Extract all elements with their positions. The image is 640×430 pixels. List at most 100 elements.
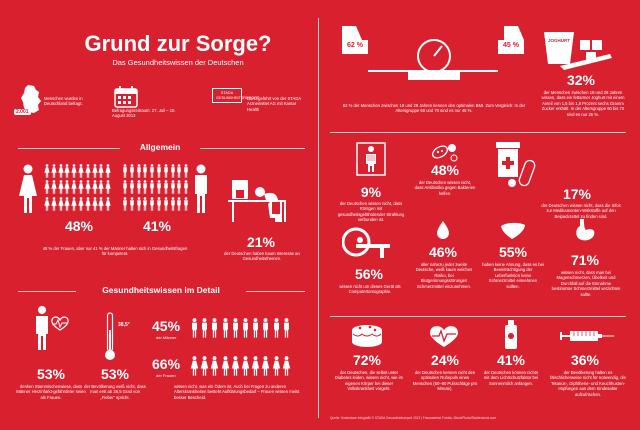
- woman-pictogram-icon: [211, 356, 219, 376]
- woman-pictogram-icon: [262, 356, 270, 376]
- xray-text: der Deutschen wissen nicht, dass Röntgen…: [337, 201, 405, 223]
- yoghurt-text: der Menschen zwischen 18 und 29 Jahren w…: [541, 90, 625, 117]
- men-45-pct: 45%: [152, 318, 181, 334]
- woman-pictogram-icon: [85, 196, 91, 211]
- bacteria-text: der Deutschen wissen nicht, dass Antibio…: [414, 180, 476, 196]
- desk-text: der Deutschen haben kaum Interesse an Ge…: [224, 251, 300, 262]
- yoghurt-icon: [544, 32, 612, 70]
- pill-box-icon: [496, 142, 536, 187]
- pulse-pct: 24%: [430, 352, 460, 368]
- stomach-pct: 71%: [570, 252, 600, 268]
- thermometer-pct: 53%: [100, 366, 130, 382]
- allgemein-heading: Allgemein: [139, 142, 181, 152]
- woman-pictogram-icon: [91, 180, 98, 195]
- drop-text: aller nahezu jeder zweite Deutsche, weiß…: [415, 262, 473, 289]
- man-pictogram-icon: [242, 318, 248, 338]
- liver-pct: 55%: [498, 244, 528, 260]
- man-pictogram-icon: [170, 180, 175, 195]
- man-pictogram-icon: [283, 318, 289, 338]
- man-pictogram-icon: [157, 180, 161, 195]
- woman-pictogram-icon: [44, 180, 50, 195]
- woman-pictogram-icon: [231, 356, 239, 376]
- oedema-text: wissen nicht, was ein Ödem ist. Auch bei…: [174, 384, 300, 400]
- woman-pictogram-icon: [105, 196, 111, 211]
- pill-pct: 17%: [562, 186, 592, 202]
- woman-pictogram-icon: [78, 164, 84, 178]
- liver-text: haben keine Ahnung, dass es bei Beeinträ…: [482, 262, 544, 289]
- man-pictogram-icon: [177, 196, 182, 211]
- man-pictogram-icon: [273, 318, 279, 338]
- woman-pictogram-icon: [221, 356, 229, 376]
- man-pictogram-icon: [164, 196, 168, 211]
- center-divider: [318, 18, 319, 418]
- man-pictogram-icon: [150, 196, 154, 211]
- man-pictogram-icon: [150, 164, 154, 178]
- woman-pictogram-icon: [57, 196, 64, 211]
- cake-icon: [352, 325, 382, 347]
- woman-pictogram-icon: [85, 164, 91, 178]
- drop-pct: 46%: [428, 244, 458, 260]
- germany-map-icon: [21, 85, 41, 113]
- allgemein-line-right: [200, 148, 305, 149]
- scale-right-pct: 45 %: [503, 42, 519, 49]
- woman-icon: [19, 164, 37, 213]
- man-heart-icon: [36, 306, 69, 350]
- woman-pictogram-icon: [71, 196, 77, 211]
- detail-line-left: [18, 291, 76, 292]
- page-title: Grund zur Sorge?: [84, 31, 272, 56]
- woman-pictogram-icon: [91, 196, 98, 211]
- yoghurt-pct: 32%: [566, 72, 596, 88]
- xray-pct: 9%: [360, 184, 382, 200]
- man-pictogram-icon: [212, 318, 218, 338]
- woman-pictogram-icon: [57, 164, 64, 178]
- woman-pictogram-icon: [44, 196, 50, 211]
- right-hline-1: [330, 132, 626, 133]
- man-pictogram-icon: [123, 196, 127, 211]
- woman-pictogram-icon: [44, 164, 50, 178]
- man-icon: [195, 164, 207, 213]
- woman-pictogram-icon: [64, 196, 71, 211]
- women-competent-pct: 48%: [64, 218, 94, 234]
- detail-heading: Gesundheitswissen im Detail: [102, 285, 220, 295]
- calendar-icon: [114, 86, 138, 108]
- man-pictogram-icon: [143, 196, 148, 211]
- woman-pictogram-icon: [98, 196, 105, 211]
- man-pictogram-icon: [130, 180, 134, 195]
- women-66-pictogram-row: [190, 356, 291, 376]
- detail-line-right: [246, 291, 305, 292]
- germany-badge: 2.001: [14, 109, 31, 116]
- man-pictogram-icon: [123, 164, 127, 178]
- stomach-icon: [576, 219, 595, 241]
- right-hline-2: [330, 316, 626, 317]
- man-pictogram-icon: [177, 180, 182, 195]
- desk-pct: 21%: [246, 234, 276, 250]
- woman-pictogram-icon: [64, 180, 71, 195]
- person-at-desk-icon: [228, 180, 286, 222]
- woman-pictogram-icon: [51, 180, 57, 195]
- woman-pictogram-icon: [71, 180, 77, 195]
- man-pictogram-icon: [150, 180, 154, 195]
- man-pictogram-icon: [184, 180, 188, 195]
- man-pictogram-icon: [136, 164, 141, 178]
- woman-pictogram-icon: [57, 180, 64, 195]
- man-pictogram-icon: [184, 164, 188, 178]
- man-pictogram-icon: [143, 180, 148, 195]
- woman-pictogram-icon: [105, 180, 111, 195]
- men-45-label: der Männer: [156, 335, 177, 340]
- man-pictogram-icon: [143, 164, 148, 178]
- woman-pictogram-icon: [272, 356, 280, 376]
- man-pictogram-icon: [170, 196, 175, 211]
- woman-pictogram-icon: [64, 164, 71, 178]
- women-men-text: 48 % der Frauen, aber nur 41 % der Männe…: [42, 246, 188, 257]
- man-pictogram-icon: [130, 196, 134, 211]
- heart-text: denken Stammischenwiese, dass Männer Her…: [16, 384, 86, 400]
- sunscreen-text: der Deutschen können nichts mit dem Lich…: [483, 370, 539, 386]
- man-pictogram-icon: [232, 318, 238, 338]
- heart-pct: 53%: [36, 366, 66, 382]
- woman-pictogram-icon: [105, 164, 111, 178]
- woman-pictogram-icon: [251, 356, 260, 376]
- stada-badge: STADA GESUNDHEITSREPORT: [212, 88, 259, 104]
- man-pictogram-icon: [136, 180, 141, 195]
- cake-text: der Deutschen, die selbst unter Diabetes…: [334, 370, 404, 392]
- woman-pictogram-icon: [190, 356, 199, 376]
